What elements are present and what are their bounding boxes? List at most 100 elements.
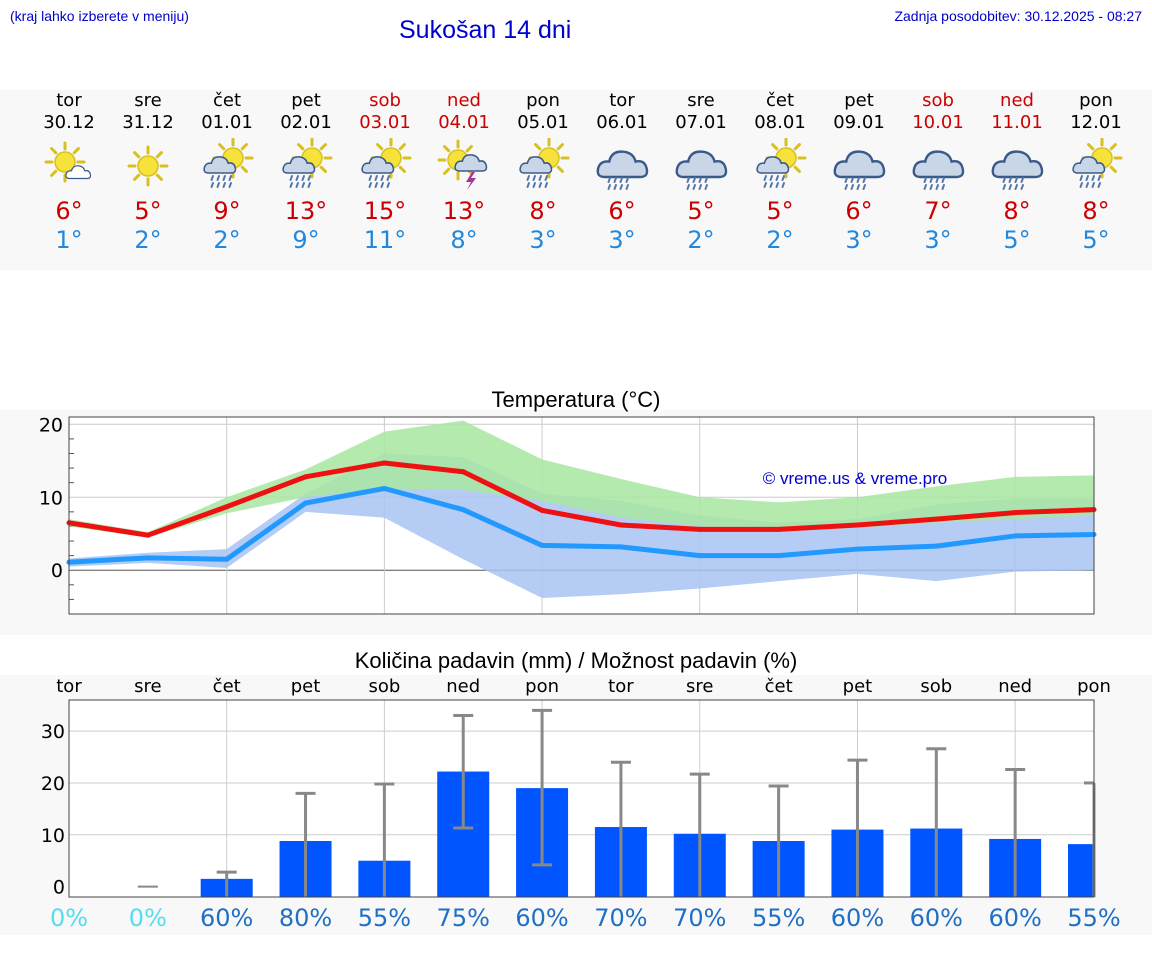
rain-drop [526,182,530,188]
rain-drop [1091,182,1095,188]
cloud-outline [282,156,316,174]
rain-drop [1079,175,1083,181]
day-column: sre 07.01 5° 2° [661,90,741,254]
day-min-temp: 2° [766,226,794,254]
day-column: pon 12.01 8° 5° [1056,90,1136,254]
day-min-temp: 3° [845,226,873,254]
day-name: ned [1000,90,1034,111]
day-min-temp: 8° [450,226,478,254]
cloud-shape [991,150,1044,179]
day-max-temp: 5° [687,197,715,225]
rain-drop [216,182,220,188]
rain-drop [1014,177,1018,183]
sun-disc [54,151,76,173]
max-temp-point [303,474,309,480]
rain-drop [210,175,214,181]
rain-drop [1002,177,1006,183]
day-date: 08.01 [754,112,806,133]
day-min-temp: 5° [1082,226,1110,254]
cloud-shape [519,156,553,174]
rain-drop [1079,182,1083,188]
day-min-temp: 3° [924,226,952,254]
rain-drop [619,177,623,183]
day-date: 06.01 [596,112,648,133]
cloud-shape [596,150,649,179]
temperature-title: Temperatura (°C) [491,387,661,412]
rain-drop [301,182,305,188]
rain-drop [1020,177,1024,183]
day-name: sob [369,90,401,111]
day-max-temp: 9° [213,197,241,225]
min-temp-point [1012,533,1018,539]
sun-ray [398,143,406,151]
header-location-note[interactable]: (kraj lahko izberete v meniju) [10,8,189,24]
max-temp-band [69,420,1094,538]
sun-ray [50,169,58,177]
last-update: Zadnja posodobitev: 30.12.2025 - 08:27 [894,8,1142,24]
cloud-outline [519,156,553,174]
day-name: sre [687,90,715,111]
day-column: sob 03.01 15° 11° [345,90,425,254]
precip-band [0,675,1152,935]
temp-tick-label: 0 [51,560,63,582]
cloud-outline [756,156,790,174]
day-column: sob 10.01 7° 3° [898,90,978,254]
cloud-outline [833,150,886,179]
day-min-temp: 2° [134,226,162,254]
min-temp-point [776,553,782,559]
day-max-temp: 5° [134,197,162,225]
day-column: pon 05.01 8° 3° [503,90,583,254]
rain-drop [1014,184,1018,190]
day-max-temp: 13° [442,197,486,225]
rain-drop [301,175,305,181]
rain-drop [844,177,848,183]
day-date: 01.01 [201,112,253,133]
rain-drop [228,175,232,181]
sun-disc [137,155,159,177]
rain-drop [763,175,767,181]
day-column: sre 31.12 5° 2° [108,90,188,254]
rain-drop [704,184,708,190]
day-column: pet 09.01 6° 3° [819,90,899,254]
max-temp-line [68,460,1095,538]
day-name: čet [212,90,242,111]
rain-drop [941,177,945,183]
day-max-temp: 5° [766,197,794,225]
rain-drop [775,182,779,188]
rain-drop [380,175,384,181]
day-min-temp: 3° [608,226,636,254]
max-temp-point [854,522,860,528]
cloud-shape [203,156,237,174]
day-max-temp: 7° [924,197,952,225]
cloud-shape [454,154,488,172]
max-temp-point [776,526,782,532]
day-name: ned [447,90,481,111]
day-name: sre [134,90,162,111]
day-max-temp: 6° [845,197,873,225]
sun-ray [297,143,305,151]
rain-drop [374,175,378,181]
sun-ray [319,165,327,173]
cloud-outline [65,165,92,180]
watermark: © vreme.us & vreme.pro [763,469,947,488]
min-temp-point [618,544,624,550]
max-temp-point [224,504,230,510]
rain-drop [295,175,299,181]
rain-drop [526,175,530,181]
cloud-shape [756,156,790,174]
cloud-shape [282,156,316,174]
daily-forecast-band [0,90,1152,270]
cloud-shape [1072,156,1106,174]
max-temp-point [539,507,545,513]
rain-drop [862,184,866,190]
sun-ray [155,173,163,181]
rain-drop [941,184,945,190]
sun-ray [133,173,141,181]
rain-drop [307,182,311,188]
sun-ray [50,147,58,155]
max-temp-point [933,516,939,522]
day-min-temp: 2° [687,226,715,254]
sun-ray [771,143,779,151]
rain-drop [532,182,536,188]
rain-drop [289,182,293,188]
